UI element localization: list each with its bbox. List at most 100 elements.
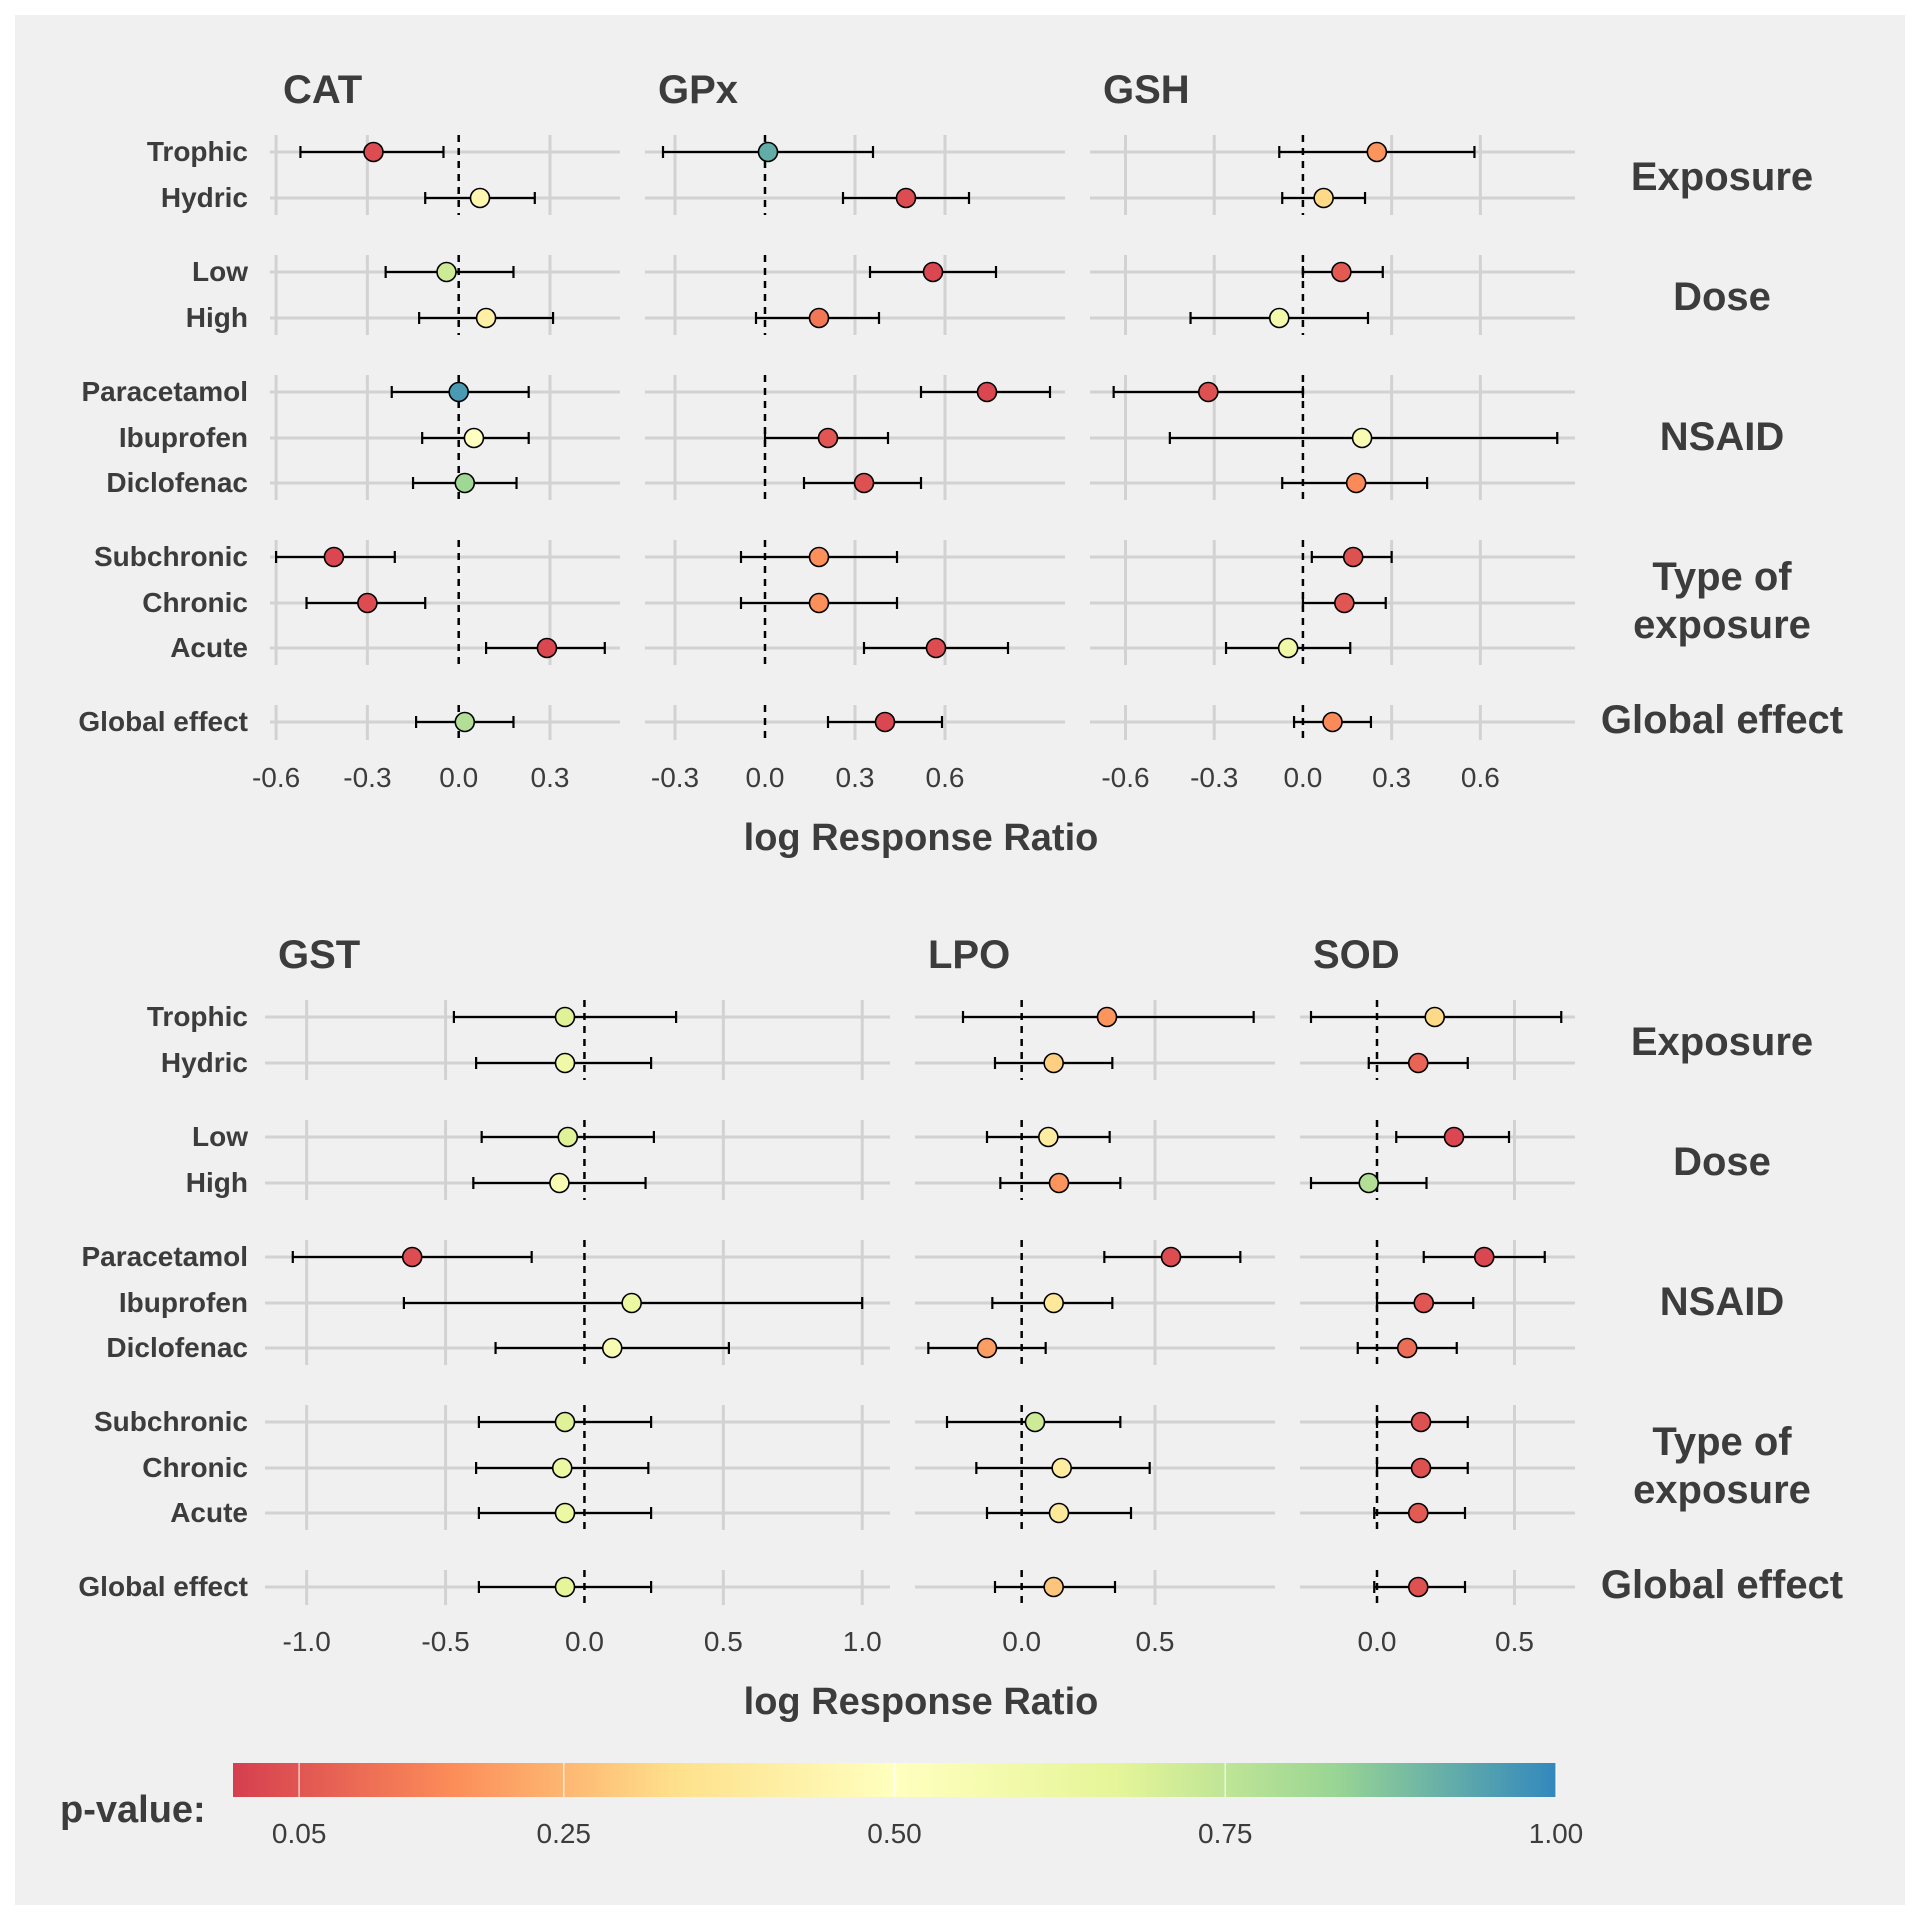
colorbar-tick-label: 0.05 <box>272 1818 327 1849</box>
effect-point <box>1048 1172 1070 1194</box>
row-label-top: Global effect <box>78 706 248 737</box>
panel-title: GSH <box>1103 68 1190 112</box>
colorbar-tick-label: 0.75 <box>1198 1818 1253 1849</box>
x-tick-label: 0.0 <box>439 762 478 793</box>
row-label-bottom: Ibuprofen <box>119 1287 248 1318</box>
effect-point <box>1322 711 1343 733</box>
effect-point <box>549 1172 570 1194</box>
effect-point <box>557 1126 579 1148</box>
group-label-top: Exposure <box>1631 155 1813 199</box>
effect-point <box>808 592 830 614</box>
effect-point <box>1160 1246 1182 1268</box>
effect-point <box>757 141 779 163</box>
effect-point <box>621 1292 642 1314</box>
effect-point <box>1331 261 1352 283</box>
row-label-top: Acute <box>170 632 248 663</box>
effect-point <box>1351 427 1373 449</box>
group-label-top: NSAID <box>1660 415 1784 459</box>
row-label-bottom: Acute <box>170 1497 248 1528</box>
row-label-bottom: Chronic <box>142 1452 248 1483</box>
row-label-bottom: Trophic <box>147 1001 248 1032</box>
row-label-top: Paracetamol <box>81 376 248 407</box>
effect-point <box>817 427 839 449</box>
x-tick-label: -0.6 <box>1101 762 1149 793</box>
effect-point <box>1051 1457 1072 1479</box>
row-label-bottom: Paracetamol <box>81 1241 248 1272</box>
effect-point <box>1197 381 1219 403</box>
effect-point <box>554 1576 576 1598</box>
row-label-top: Diclofenac <box>106 467 248 498</box>
effect-point <box>469 187 491 209</box>
effect-point <box>808 546 830 568</box>
xlabel-top: log Response Ratio <box>744 817 1099 859</box>
row-label-top: Low <box>192 256 248 287</box>
row-label-bottom: Subchronic <box>94 1406 248 1437</box>
colorbar-tick-label: 1.00 <box>1529 1818 1584 1849</box>
x-tick-label: 0.0 <box>565 1626 604 1657</box>
x-tick-label: 0.5 <box>1136 1626 1175 1657</box>
row-label-bottom: High <box>186 1167 248 1198</box>
effect-point <box>808 307 830 329</box>
effect-point <box>976 1337 998 1359</box>
panel-title: SOD <box>1313 933 1400 977</box>
effect-point <box>1407 1576 1429 1598</box>
effect-point <box>1396 1337 1418 1359</box>
xlabel-bottom: log Response Ratio <box>744 1681 1099 1723</box>
effect-point <box>925 637 947 659</box>
group-label-bottom: Exposure <box>1631 1020 1813 1064</box>
effect-point <box>895 187 917 209</box>
x-tick-label: -1.0 <box>283 1626 331 1657</box>
row-label-bottom: Low <box>192 1121 248 1152</box>
x-tick-label: 0.6 <box>1461 762 1500 793</box>
x-tick-label: -0.3 <box>343 762 391 793</box>
x-tick-label: -0.3 <box>651 762 699 793</box>
group-label-top: Type of <box>1652 555 1792 599</box>
effect-point <box>1038 1126 1059 1148</box>
x-tick-label: 0.3 <box>531 762 570 793</box>
effect-point <box>874 711 896 733</box>
effect-point <box>448 381 469 403</box>
effect-point <box>1407 1052 1429 1074</box>
effect-point <box>1277 637 1299 659</box>
effect-point <box>1096 1006 1118 1028</box>
group-label-bottom: Dose <box>1673 1140 1771 1184</box>
effect-point <box>436 261 457 283</box>
effect-point <box>1424 1006 1446 1028</box>
panel-sod: SOD 0.0 0.5 <box>1300 933 1575 1657</box>
group-label-bottom: NSAID <box>1660 1280 1784 1324</box>
group-label-top: Dose <box>1673 275 1771 319</box>
group-label-top: exposure <box>1633 603 1811 647</box>
x-tick-label: 0.5 <box>1495 1626 1534 1657</box>
row-label-top: Hydric <box>161 182 248 213</box>
panel-cat: CAT -0.6 -0.3 0.0 0.3 <box>252 68 620 793</box>
colorbar-tick-label: 0.50 <box>867 1818 922 1849</box>
group-label-bottom: Global effect <box>1601 1563 1843 1607</box>
x-tick-label: 0.3 <box>836 762 875 793</box>
effect-point <box>1410 1411 1432 1433</box>
x-tick-label: 1.0 <box>843 1626 882 1657</box>
effect-point <box>853 472 875 494</box>
effect-point <box>922 261 944 283</box>
effect-point <box>1268 307 1290 329</box>
effect-point <box>475 307 497 329</box>
effect-point <box>1366 141 1388 163</box>
panel-gpx: GPx -0.3 0.0 0.3 0.6 <box>645 68 1065 793</box>
effect-point <box>1410 1457 1432 1479</box>
effect-point <box>1358 1172 1380 1194</box>
group-label-bottom: Type of <box>1652 1420 1792 1464</box>
effect-point <box>1342 546 1364 568</box>
colorbar-tick-label: 0.25 <box>537 1818 592 1849</box>
effect-point <box>463 427 485 449</box>
effect-point <box>554 1502 576 1524</box>
row-label-top: High <box>186 302 248 333</box>
x-tick-label: 0.3 <box>1372 762 1411 793</box>
effect-point <box>1443 1126 1465 1148</box>
x-tick-label: 0.0 <box>746 762 785 793</box>
effect-point <box>1048 1502 1070 1524</box>
effect-point <box>601 1337 623 1359</box>
x-tick-label: 0.0 <box>1002 1626 1041 1657</box>
effect-point <box>1043 1576 1064 1598</box>
effect-point <box>554 1411 576 1433</box>
